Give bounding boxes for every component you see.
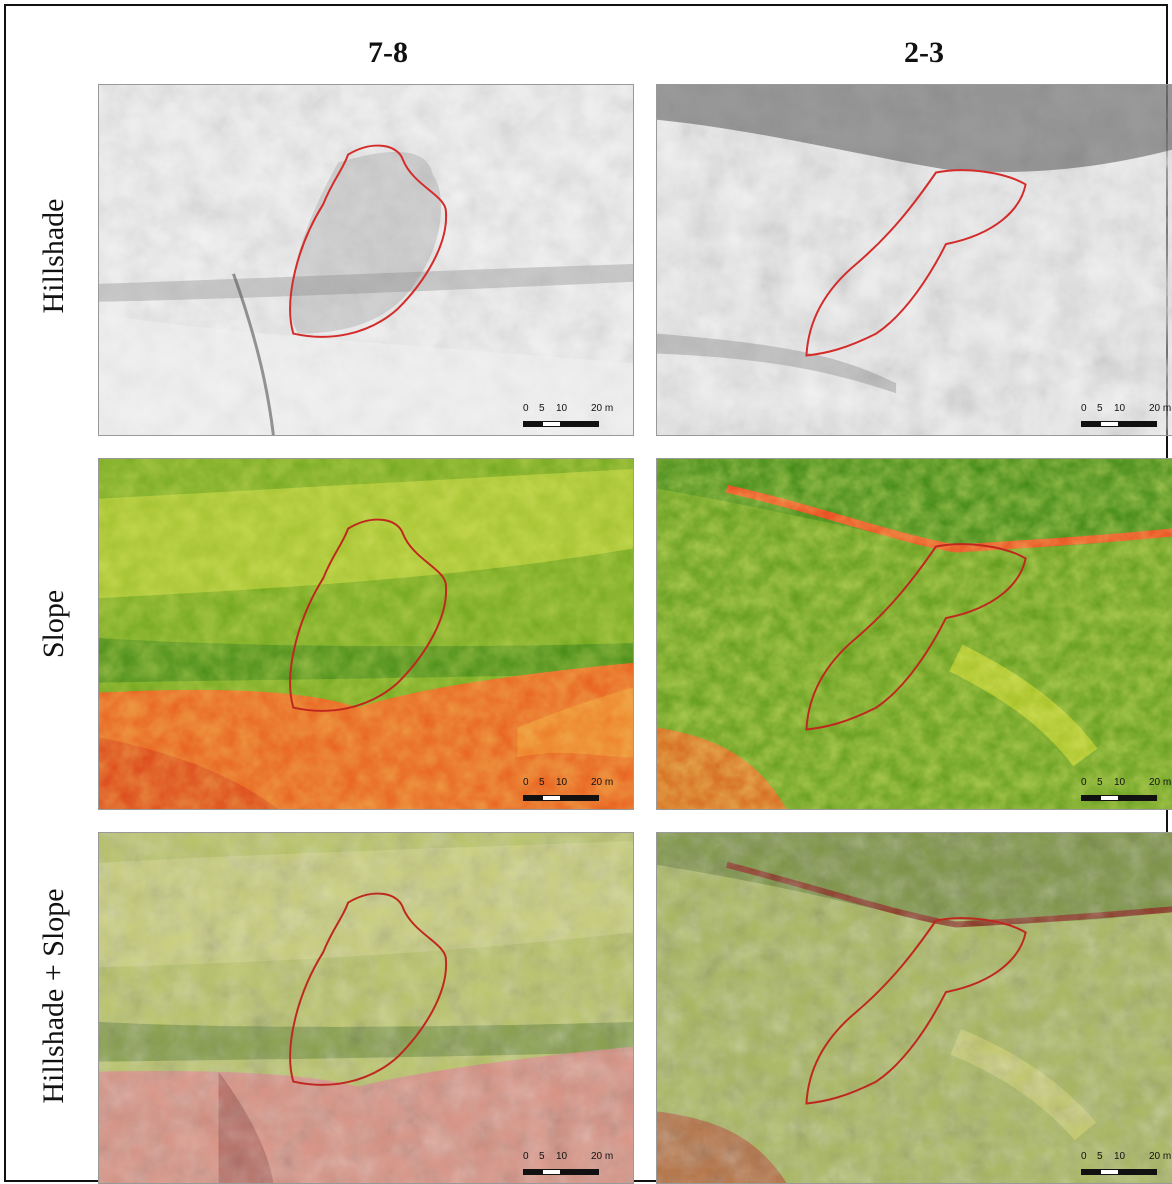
row-label-slope: Slope bbox=[37, 589, 70, 659]
panel-slope-b: 0 5 10 20 m bbox=[656, 458, 1172, 810]
column-title-b: 2-3 bbox=[904, 36, 944, 69]
combo-image-a bbox=[99, 833, 633, 1183]
hillshade-image-b bbox=[657, 85, 1172, 435]
figure-frame: 7-8 2-3 Hillshade Slope Hillshade + Slop… bbox=[4, 4, 1172, 1184]
scale-bar: 0 5 10 20 m bbox=[1081, 403, 1172, 429]
row-label-hillshade-slope: Hillshade + Slope bbox=[37, 888, 70, 1104]
panel-combo-a: 0 5 10 20 m bbox=[98, 832, 634, 1184]
panel-hillshade-a: 0 5 10 20 m bbox=[98, 84, 634, 436]
scale-bar: 0 5 10 20 m bbox=[523, 1151, 623, 1177]
panel-combo-b: 0 5 10 20 m bbox=[656, 832, 1172, 1184]
scale-bar: 0 5 10 20 m bbox=[1081, 1151, 1172, 1177]
combo-image-b bbox=[657, 833, 1172, 1183]
scale-bar: 0 5 10 20 m bbox=[523, 777, 623, 803]
scale-bar: 0 5 10 20 m bbox=[523, 403, 623, 429]
hillshade-image-a bbox=[99, 85, 633, 435]
panel-hillshade-b: 0 5 10 20 m bbox=[656, 84, 1172, 436]
column-title-a: 7-8 bbox=[368, 36, 408, 69]
slope-image-a bbox=[99, 459, 633, 809]
panel-slope-a: 0 5 10 20 m bbox=[98, 458, 634, 810]
scale-bar: 0 5 10 20 m bbox=[1081, 777, 1172, 803]
row-label-hillshade: Hillshade bbox=[37, 198, 70, 314]
slope-image-b bbox=[657, 459, 1172, 809]
